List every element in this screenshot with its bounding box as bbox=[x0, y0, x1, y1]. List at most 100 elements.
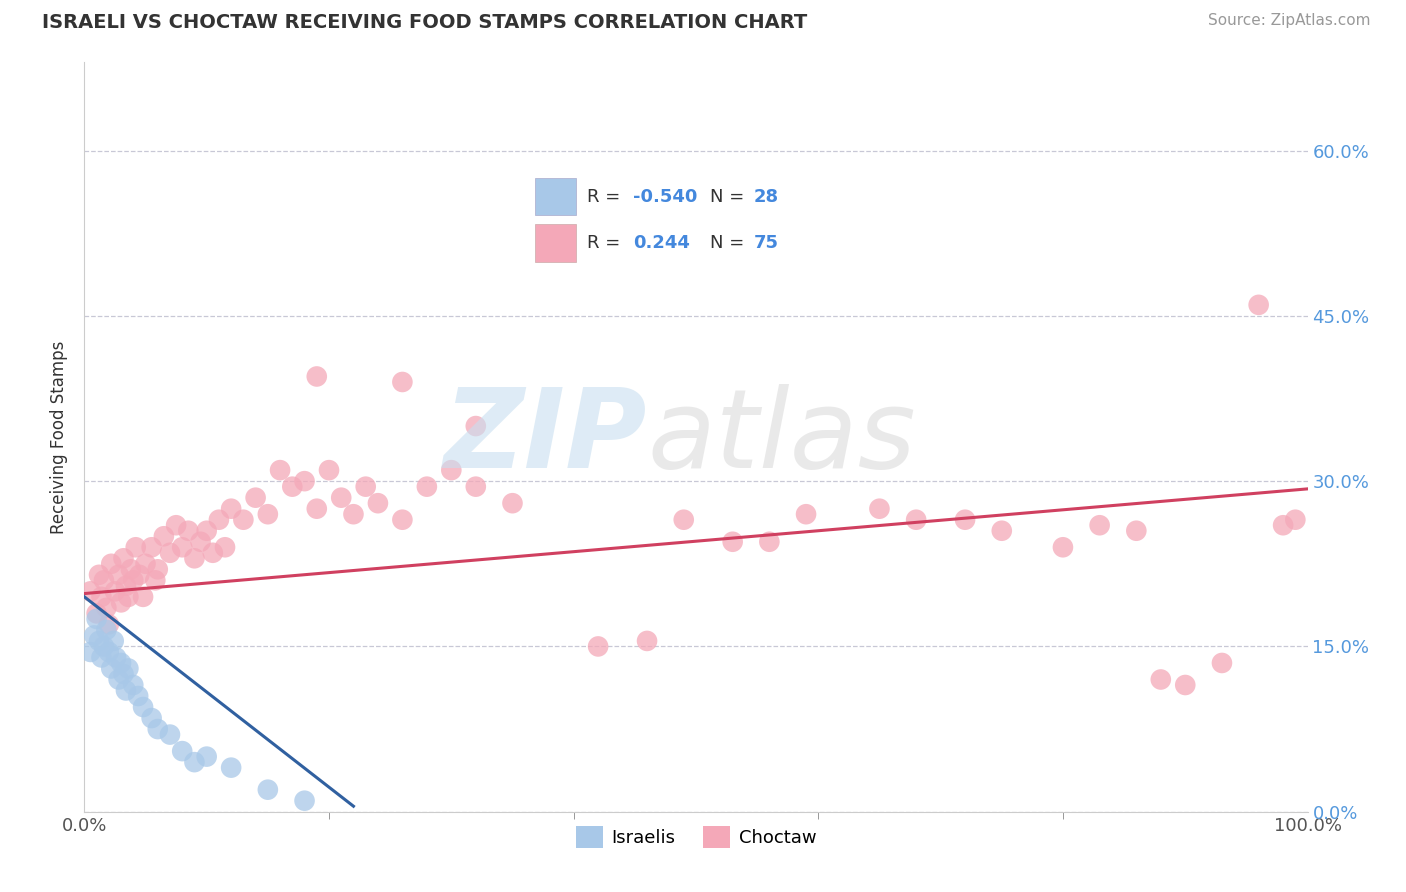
Point bbox=[93, 640, 115, 654]
Point bbox=[96, 623, 118, 637]
Text: ISRAELI VS CHOCTAW RECEIVING FOOD STAMPS CORRELATION CHART: ISRAELI VS CHOCTAW RECEIVING FOOD STAMPS… bbox=[42, 13, 807, 32]
Point bbox=[83, 628, 105, 642]
Point bbox=[183, 755, 205, 769]
Text: -0.540: -0.540 bbox=[633, 187, 697, 206]
Text: ZIP: ZIP bbox=[443, 384, 647, 491]
Point bbox=[110, 595, 132, 609]
Point bbox=[342, 507, 364, 521]
Point bbox=[1125, 524, 1147, 538]
Text: 0.244: 0.244 bbox=[633, 234, 690, 252]
Point bbox=[146, 722, 169, 736]
Point bbox=[96, 600, 118, 615]
Point bbox=[107, 673, 129, 687]
Point bbox=[1211, 656, 1233, 670]
Point bbox=[115, 579, 138, 593]
Point bbox=[86, 607, 108, 621]
Point bbox=[112, 667, 135, 681]
Point bbox=[721, 534, 744, 549]
Point bbox=[1088, 518, 1111, 533]
Point bbox=[183, 551, 205, 566]
Point bbox=[141, 711, 163, 725]
Point bbox=[115, 683, 138, 698]
Point bbox=[122, 574, 145, 588]
Point bbox=[127, 689, 149, 703]
Text: R =: R = bbox=[588, 187, 626, 206]
Point bbox=[354, 480, 377, 494]
Point bbox=[538, 187, 561, 202]
Point bbox=[146, 562, 169, 576]
Point bbox=[201, 546, 224, 560]
Point bbox=[90, 650, 112, 665]
Point bbox=[214, 541, 236, 555]
Bar bbox=[536, 225, 576, 261]
Point bbox=[1174, 678, 1197, 692]
Point bbox=[294, 794, 316, 808]
Point bbox=[110, 656, 132, 670]
Point bbox=[107, 567, 129, 582]
Point bbox=[1150, 673, 1173, 687]
Point bbox=[165, 518, 187, 533]
Point bbox=[991, 524, 1014, 538]
Text: atlas: atlas bbox=[647, 384, 915, 491]
Point bbox=[143, 574, 166, 588]
Point bbox=[1052, 541, 1074, 555]
Point bbox=[794, 507, 817, 521]
Point bbox=[86, 612, 108, 626]
Point bbox=[159, 728, 181, 742]
Point bbox=[100, 557, 122, 571]
Point bbox=[586, 640, 609, 654]
Point bbox=[117, 661, 139, 675]
Point bbox=[120, 562, 142, 576]
Point bbox=[245, 491, 267, 505]
Point bbox=[105, 650, 128, 665]
Point bbox=[1284, 513, 1306, 527]
Point bbox=[219, 501, 242, 516]
Point bbox=[97, 645, 120, 659]
Point bbox=[1272, 518, 1295, 533]
Text: N =: N = bbox=[710, 187, 749, 206]
Point bbox=[905, 513, 928, 527]
Point bbox=[125, 541, 148, 555]
Point bbox=[79, 645, 101, 659]
Point bbox=[117, 590, 139, 604]
Point bbox=[502, 496, 524, 510]
Point bbox=[153, 529, 176, 543]
Point bbox=[195, 524, 218, 538]
Point bbox=[636, 634, 658, 648]
Point bbox=[281, 480, 304, 494]
Text: 28: 28 bbox=[754, 187, 779, 206]
Point bbox=[269, 463, 291, 477]
Point bbox=[464, 480, 486, 494]
Point bbox=[208, 513, 231, 527]
Point bbox=[464, 419, 486, 434]
Point bbox=[172, 744, 194, 758]
Point bbox=[257, 782, 280, 797]
Point bbox=[416, 480, 439, 494]
Legend: Israelis, Choctaw: Israelis, Choctaw bbox=[568, 819, 824, 855]
Point bbox=[128, 567, 150, 582]
Point bbox=[132, 700, 155, 714]
Point bbox=[257, 507, 280, 521]
Text: R =: R = bbox=[588, 234, 626, 252]
Point bbox=[104, 584, 127, 599]
Text: 75: 75 bbox=[754, 234, 779, 252]
Point bbox=[190, 534, 212, 549]
Point bbox=[87, 567, 110, 582]
Point bbox=[112, 551, 135, 566]
Point bbox=[100, 661, 122, 675]
Point bbox=[869, 501, 891, 516]
Point bbox=[305, 369, 328, 384]
Point bbox=[758, 534, 780, 549]
Point bbox=[172, 541, 194, 555]
Text: N =: N = bbox=[710, 234, 749, 252]
Point bbox=[305, 501, 328, 516]
Point bbox=[219, 761, 242, 775]
Point bbox=[103, 634, 125, 648]
Point bbox=[330, 491, 353, 505]
Text: Source: ZipAtlas.com: Source: ZipAtlas.com bbox=[1208, 13, 1371, 29]
Point bbox=[318, 463, 340, 477]
Point bbox=[440, 463, 463, 477]
Bar bbox=[536, 178, 576, 215]
Point bbox=[135, 557, 157, 571]
Point bbox=[672, 513, 695, 527]
